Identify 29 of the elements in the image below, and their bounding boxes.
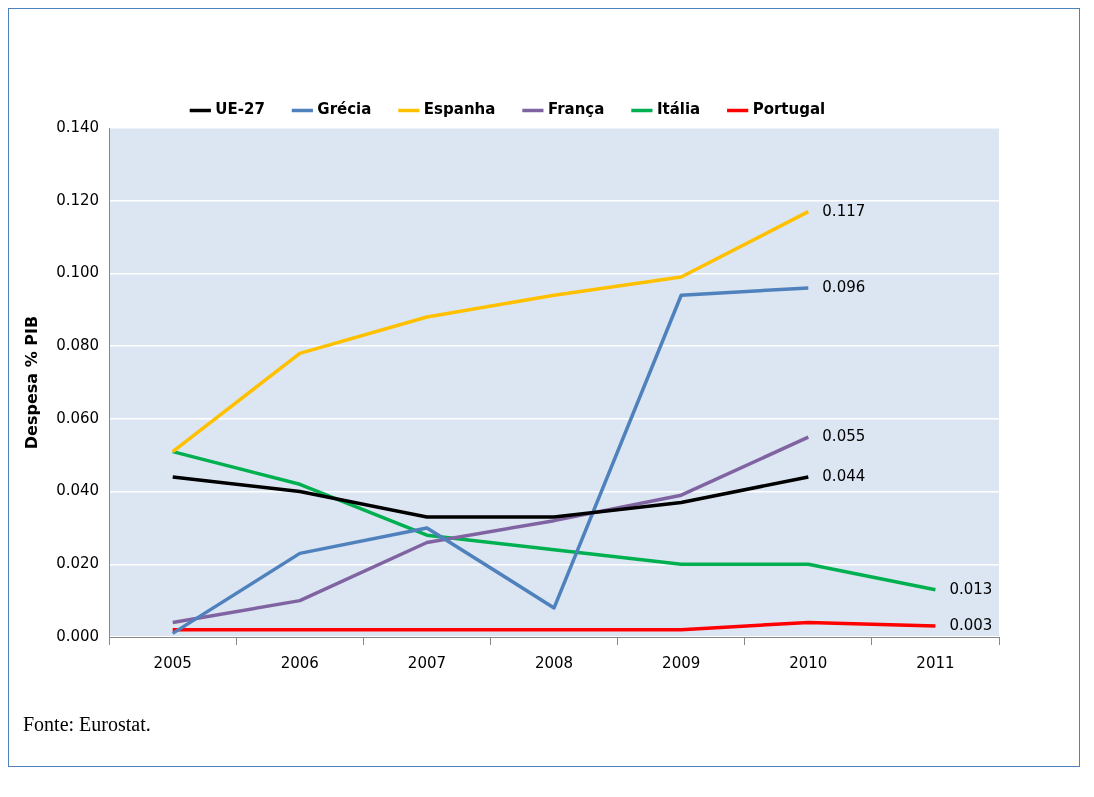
x-tick-label: 2009 bbox=[662, 653, 701, 672]
data-label: 0.055 bbox=[822, 426, 866, 445]
data-label: 0.003 bbox=[949, 615, 993, 634]
y-tick-label: 0.060 bbox=[56, 408, 100, 427]
legend-label: UE-27 bbox=[215, 100, 265, 119]
x-tick-label: 2005 bbox=[153, 653, 192, 672]
data-label: 0.044 bbox=[822, 466, 866, 485]
y-tick-label: 0.040 bbox=[56, 481, 100, 500]
data-label: 0.096 bbox=[822, 277, 866, 296]
legend-label: Itália bbox=[656, 100, 701, 119]
data-label: 0.013 bbox=[949, 579, 993, 598]
legend-label: França bbox=[547, 100, 605, 119]
x-tick-label: 2010 bbox=[789, 653, 828, 672]
y-tick-label: 0.120 bbox=[56, 190, 100, 209]
x-tick-label: 2007 bbox=[407, 653, 447, 672]
x-tick-label: 2008 bbox=[534, 653, 574, 672]
y-axis-title: Despesa % PIB bbox=[21, 315, 41, 450]
legend-label: Espanha bbox=[423, 100, 496, 119]
data-label: 0.117 bbox=[822, 201, 866, 220]
legend-label: Grécia bbox=[317, 100, 372, 119]
y-tick-label: 0.000 bbox=[56, 626, 100, 645]
y-tick-label: 0.100 bbox=[56, 263, 100, 282]
x-tick-label: 2011 bbox=[916, 653, 955, 672]
y-tick-label: 0.140 bbox=[56, 117, 100, 136]
x-tick-label: 2006 bbox=[280, 653, 319, 672]
legend-label: Portugal bbox=[752, 100, 826, 119]
y-tick-label: 0.080 bbox=[56, 336, 100, 355]
source-note: Fonte: Eurostat. bbox=[23, 713, 152, 736]
y-tick-label: 0.020 bbox=[56, 554, 100, 573]
